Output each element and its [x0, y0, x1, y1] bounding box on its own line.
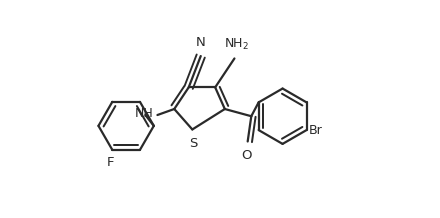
Text: NH: NH	[135, 107, 154, 120]
Text: F: F	[106, 156, 114, 169]
Text: S: S	[189, 137, 198, 150]
Text: O: O	[241, 149, 252, 162]
Text: N: N	[196, 36, 205, 49]
Text: NH$_2$: NH$_2$	[224, 37, 249, 53]
Text: Br: Br	[308, 124, 322, 136]
